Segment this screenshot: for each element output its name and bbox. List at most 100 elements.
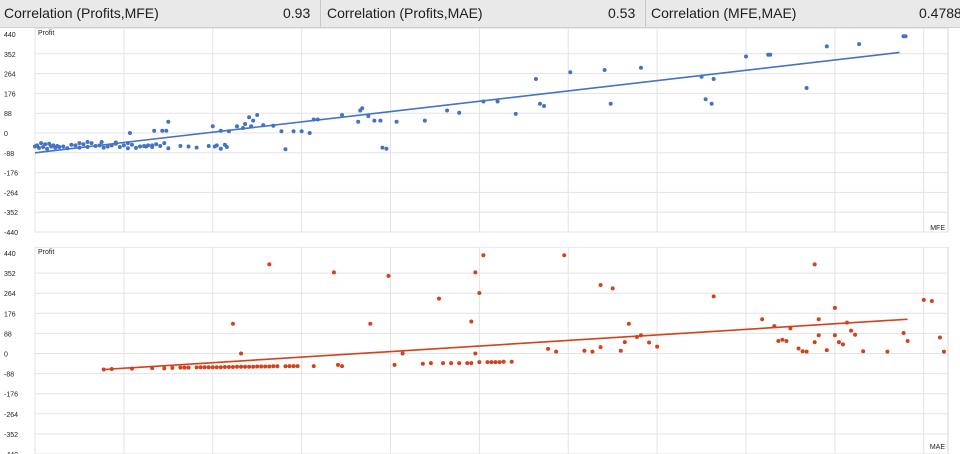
data-point <box>744 54 749 59</box>
data-point <box>840 342 845 347</box>
data-point <box>469 319 474 324</box>
data-point <box>85 144 90 149</box>
y-tick-label: 0 <box>4 131 8 138</box>
data-point <box>287 364 292 369</box>
data-point <box>493 360 498 365</box>
data-point <box>267 262 272 267</box>
data-point <box>224 144 229 149</box>
data-point <box>546 346 551 351</box>
data-point <box>162 366 167 371</box>
data-point <box>133 145 138 150</box>
data-point <box>788 326 793 331</box>
data-point <box>222 364 227 369</box>
data-point <box>392 362 397 367</box>
data-point <box>356 119 361 124</box>
data-point <box>37 145 42 150</box>
data-point <box>457 361 462 366</box>
data-point <box>780 337 785 342</box>
data-point <box>311 364 316 369</box>
data-point <box>239 351 244 356</box>
data-point <box>469 361 474 366</box>
data-point <box>93 144 98 149</box>
data-point <box>477 290 482 295</box>
corr-profits-mae-label: Correlation (Profits,MAE) <box>327 5 483 21</box>
data-point <box>568 70 573 75</box>
data-point <box>608 101 613 106</box>
data-point <box>43 142 48 147</box>
data-point <box>816 317 821 322</box>
y-tick-label: 88 <box>4 331 12 338</box>
data-point <box>166 119 171 124</box>
header-divider <box>645 0 646 27</box>
data-point <box>263 364 268 369</box>
x-axis-label: MAE <box>930 444 946 451</box>
data-point <box>275 364 280 369</box>
data-point <box>251 118 256 123</box>
data-point <box>45 146 50 151</box>
data-point <box>194 365 199 370</box>
data-point <box>384 146 389 151</box>
data-point <box>824 44 829 49</box>
data-point <box>473 351 478 356</box>
data-point <box>61 144 66 149</box>
data-point <box>164 128 169 133</box>
data-point <box>768 52 773 57</box>
y-tick-label: -440 <box>4 452 18 454</box>
data-point <box>901 330 906 335</box>
data-point <box>428 361 433 366</box>
data-point <box>760 317 765 322</box>
y-tick-label: -176 <box>4 392 18 399</box>
data-point <box>941 349 946 354</box>
data-point <box>836 340 841 345</box>
data-point <box>299 129 304 134</box>
data-point <box>247 115 252 120</box>
data-point <box>271 364 276 369</box>
data-point <box>772 324 777 329</box>
y-axis-label: Profit <box>38 30 54 37</box>
y-tick-label: -264 <box>4 412 18 419</box>
data-point <box>178 365 183 370</box>
data-point <box>812 340 817 345</box>
data-point <box>380 145 385 150</box>
data-point <box>485 360 490 365</box>
data-point <box>311 117 316 122</box>
data-point <box>241 126 246 131</box>
data-point <box>295 364 300 369</box>
data-point <box>422 118 427 123</box>
corr-mfe-mae-label: Correlation (MFE,MAE) <box>651 5 797 21</box>
data-point <box>121 143 126 148</box>
data-point <box>784 338 789 343</box>
data-point <box>501 359 506 364</box>
data-point <box>796 346 801 351</box>
y-tick-label: -440 <box>4 230 18 236</box>
y-tick-label: 264 <box>4 291 16 298</box>
data-point <box>709 101 714 106</box>
data-point <box>73 143 78 148</box>
data-point <box>861 349 866 354</box>
data-point <box>249 124 254 129</box>
data-point <box>150 366 155 371</box>
data-point <box>776 338 781 343</box>
data-point <box>125 141 130 146</box>
data-point <box>457 110 462 115</box>
data-point <box>885 349 890 354</box>
y-tick-label: 88 <box>4 111 12 118</box>
data-point <box>230 364 235 369</box>
data-point <box>109 367 114 372</box>
data-point <box>39 141 44 146</box>
data-point <box>307 131 312 135</box>
data-point <box>243 122 248 126</box>
data-point <box>194 145 199 150</box>
data-point <box>473 270 478 275</box>
corr-mfe-mae-value: 0.4788 <box>919 5 960 21</box>
data-point <box>420 361 425 366</box>
data-point <box>533 77 538 81</box>
data-point <box>929 298 934 303</box>
data-point <box>283 147 288 152</box>
data-point <box>144 144 149 149</box>
data-point <box>166 146 171 151</box>
data-point <box>158 144 163 149</box>
y-axis-label: Profit <box>38 249 54 256</box>
data-point <box>481 99 486 104</box>
data-point <box>239 364 244 369</box>
